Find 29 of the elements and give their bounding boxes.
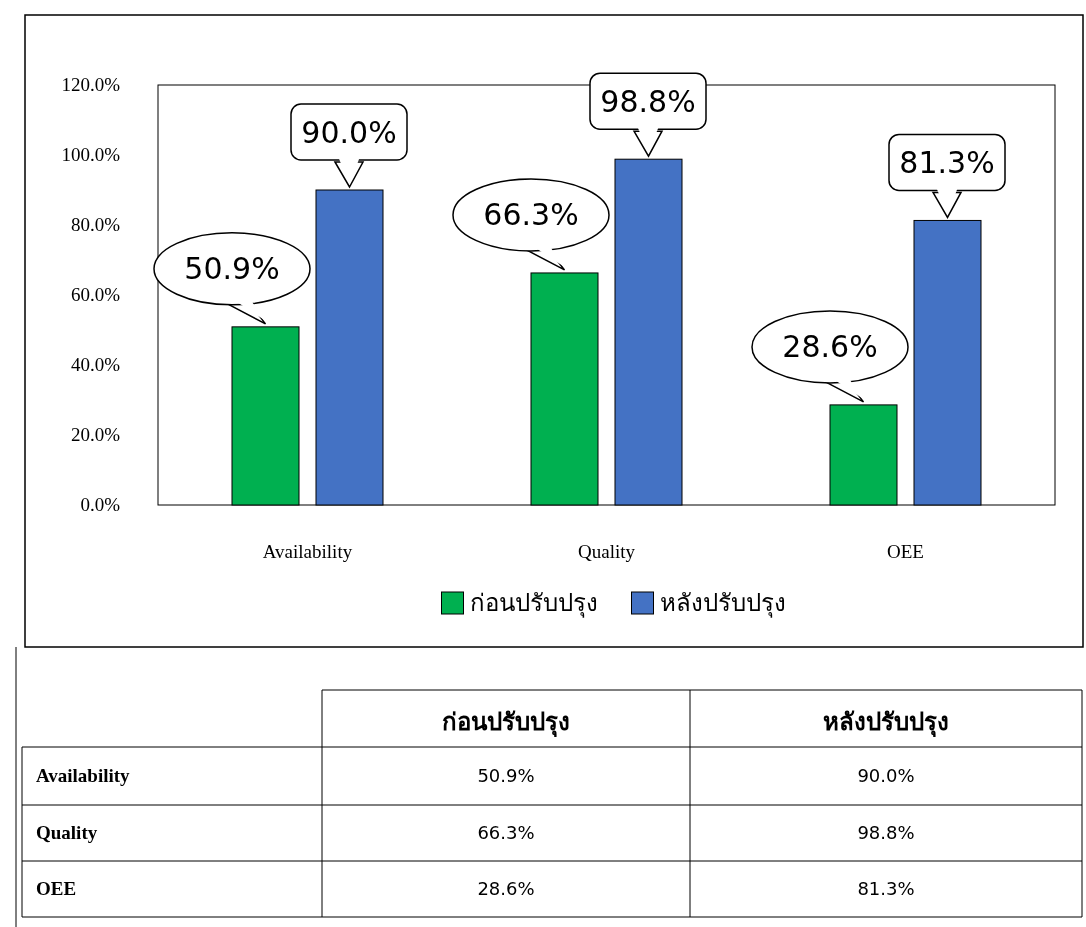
data-label: 28.6% bbox=[782, 328, 878, 364]
legend-label: ก่อนปรับปรุง bbox=[469, 589, 598, 618]
text: 98.8% bbox=[857, 822, 915, 843]
y-tick-label: 80.0% bbox=[70, 214, 121, 235]
x-tick-label: Availability bbox=[262, 541, 353, 562]
y-tick-label: 0.0% bbox=[80, 494, 121, 515]
text: 81.3% bbox=[857, 878, 915, 899]
y-tick-label: 60.0% bbox=[70, 284, 121, 305]
legend-label: หลังปรับปรุง bbox=[659, 589, 786, 618]
y-tick-label: 20.0% bbox=[70, 424, 121, 445]
data-label: 98.8% bbox=[600, 84, 696, 120]
y-tick-label: 120.0% bbox=[61, 74, 121, 95]
y-tick-label: 100.0% bbox=[61, 144, 121, 165]
y-tick-label: 40.0% bbox=[70, 354, 121, 375]
category-label: OEE bbox=[36, 878, 77, 899]
data-label: 90.0% bbox=[301, 115, 397, 150]
category-label: Availability bbox=[36, 765, 130, 786]
x-tick-label: Quality bbox=[578, 541, 636, 562]
text: 66.3% bbox=[477, 822, 535, 843]
text: หลังปรับปรุง bbox=[823, 708, 949, 736]
text: 28.6% bbox=[477, 878, 535, 899]
text: 50.9% bbox=[477, 765, 535, 786]
x-tick-label: OEE bbox=[887, 541, 924, 562]
data-label: 81.3% bbox=[899, 145, 995, 181]
category-label: Quality bbox=[36, 822, 98, 843]
text: ก่อนปรับปรุง bbox=[442, 708, 570, 736]
data-label: 50.9% bbox=[184, 250, 280, 286]
data-label: 66.3% bbox=[483, 196, 579, 232]
text: 90.0% bbox=[857, 765, 915, 786]
